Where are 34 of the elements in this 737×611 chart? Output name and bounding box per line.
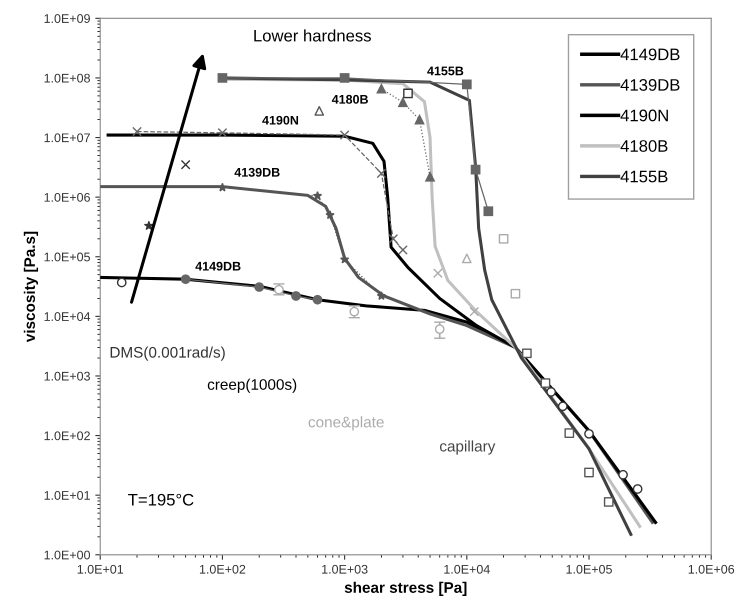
legend-label: 4149DB — [620, 48, 680, 60]
y-axis-title: viscosity [Pa.s] — [24, 232, 38, 342]
y-tick-label: 1.0E+08 — [44, 74, 90, 83]
y-tick-label: 1.0E+09 — [44, 14, 90, 23]
y-tick-label: 1.0E+07 — [44, 133, 90, 142]
x-axis-title: shear stress [Pa] — [344, 582, 466, 596]
legend-label: 4180B — [620, 140, 668, 152]
legend-label: 4139DB — [620, 79, 680, 91]
x-tick-label: 1.0E+06 — [688, 564, 734, 574]
x-tick-label: 1.0E+01 — [78, 564, 124, 574]
annotation: 4155B — [427, 66, 464, 76]
legend-label: 4190N — [620, 110, 668, 122]
y-tick-label: 1.0E+04 — [44, 312, 90, 322]
x-tick-label: 1.0E+03 — [322, 564, 368, 574]
annotation: T=195°C — [128, 494, 194, 506]
annotation: 4139DB — [234, 168, 280, 177]
y-tick-label: 1.0E+01 — [44, 490, 90, 500]
y-tick-label: 1.0E+00 — [44, 550, 90, 560]
x-tick-label: 1.0E+04 — [444, 564, 490, 574]
annotation: 4149DB — [195, 262, 241, 271]
x-tick-label: 1.0E+02 — [200, 564, 246, 574]
y-tick-label: 1.0E+05 — [44, 252, 90, 262]
annotation: DMS(0.001rad/s) — [110, 346, 225, 361]
annotation: cone&plate — [308, 416, 384, 430]
x-tick-label: 1.0E+05 — [566, 564, 612, 574]
y-tick-label: 1.0E+03 — [44, 372, 90, 381]
annotation: capillary — [440, 440, 496, 455]
y-tick-label: 1.0E+02 — [44, 431, 90, 440]
annotation: Lower hardness — [254, 29, 371, 42]
annotation: 4190N — [262, 116, 298, 125]
y-tick-label: 1.0E+06 — [44, 192, 90, 202]
annotation: 4180B — [332, 94, 368, 104]
legend-label: 4155B — [620, 170, 668, 182]
annotation: creep(1000s) — [208, 378, 296, 393]
